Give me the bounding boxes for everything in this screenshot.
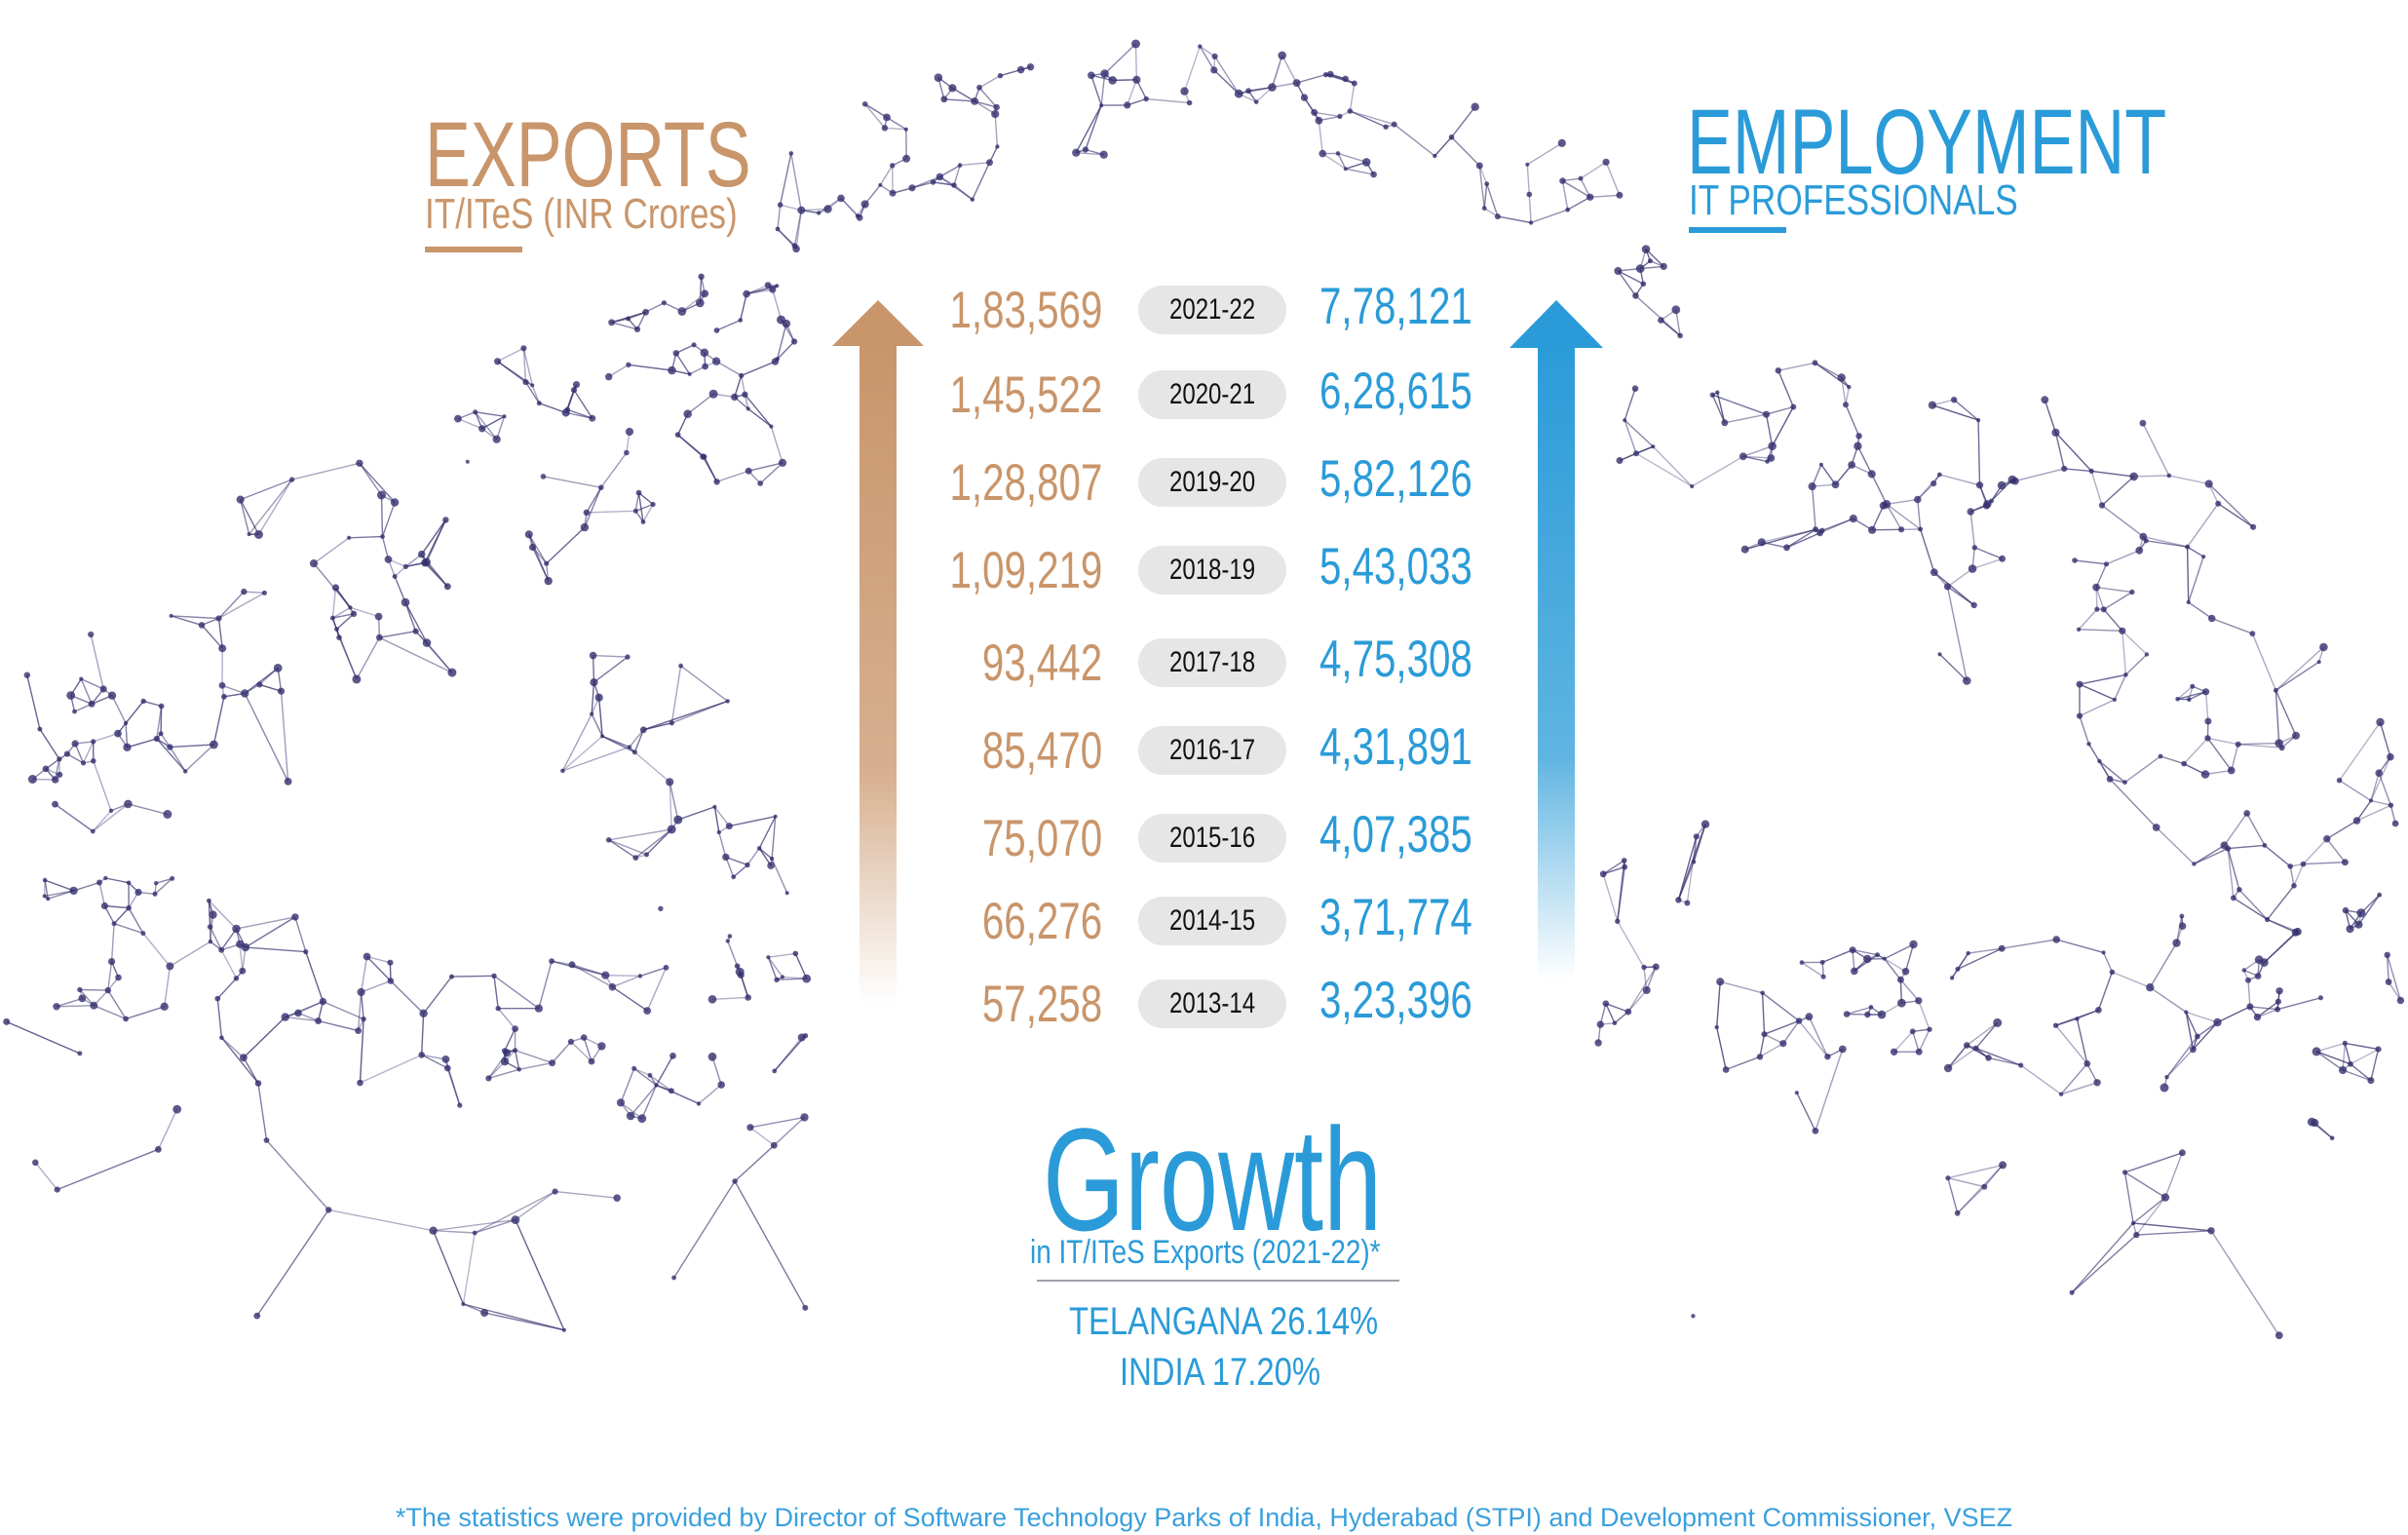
growth-subtitle: in IT/ITeS Exports (2021-22)* <box>1030 1234 1381 1271</box>
exports-value: 66,276 <box>981 893 1102 950</box>
employment-up-arrow-icon <box>1510 300 1603 979</box>
year-label: 2020-21 <box>1168 378 1256 410</box>
exports-subtitle: IT/ITeS (INR Crores) <box>425 190 738 238</box>
employment-subtitle: IT PROFESSIONALS <box>1689 176 2018 224</box>
employment-value: 5,43,033 <box>1319 538 1472 595</box>
employment-title: EMPLOYMENT <box>1687 91 2167 194</box>
exports-underline <box>425 247 522 252</box>
exports-value: 75,070 <box>981 810 1102 867</box>
year-badge: 2021-22 <box>1138 286 1286 334</box>
growth-india: INDIA 17.20% <box>1120 1351 1321 1394</box>
exports-value: 57,258 <box>981 976 1102 1033</box>
year-badge: 2015-16 <box>1138 814 1286 863</box>
year-badge: 2013-14 <box>1138 979 1286 1028</box>
year-badge: 2017-18 <box>1138 638 1286 687</box>
growth-divider <box>1037 1280 1399 1282</box>
year-label: 2016-17 <box>1168 734 1256 766</box>
year-label: 2018-19 <box>1168 554 1256 586</box>
employment-value: 4,07,385 <box>1319 806 1472 863</box>
year-label: 2021-22 <box>1168 293 1256 326</box>
exports-value: 93,442 <box>981 634 1102 692</box>
exports-value: 1,45,522 <box>949 366 1102 424</box>
growth-title: Growth <box>1043 1097 1383 1261</box>
exports-value: 1,28,807 <box>949 454 1102 512</box>
year-badge: 2020-21 <box>1138 370 1286 419</box>
year-badge: 2014-15 <box>1138 897 1286 945</box>
year-label: 2015-16 <box>1168 822 1256 854</box>
exports-value: 1,09,219 <box>949 542 1102 599</box>
year-badge: 2016-17 <box>1138 726 1286 775</box>
year-badge: 2018-19 <box>1138 546 1286 595</box>
exports-title: EXPORTS <box>425 103 751 207</box>
employment-value: 5,82,126 <box>1319 450 1472 508</box>
exports-value: 85,470 <box>981 722 1102 780</box>
year-label: 2013-14 <box>1168 987 1256 1019</box>
employment-value: 7,78,121 <box>1319 278 1472 335</box>
mesh-dots <box>3 39 2405 1340</box>
footnote: *The statistics were provided by Directo… <box>395 1503 2013 1532</box>
employment-value: 4,31,891 <box>1319 718 1472 776</box>
employment-underline <box>1689 227 1786 233</box>
exports-value: 1,83,569 <box>949 282 1102 339</box>
employment-value: 3,23,396 <box>1319 972 1472 1029</box>
year-label: 2014-15 <box>1168 904 1256 937</box>
growth-telangana: TELANGANA 26.14% <box>1069 1300 1379 1343</box>
year-label: 2017-18 <box>1168 646 1256 678</box>
employment-value: 4,75,308 <box>1319 631 1472 688</box>
employment-value: 6,28,615 <box>1319 363 1472 420</box>
employment-value: 3,71,774 <box>1319 889 1472 946</box>
exports-up-arrow-icon <box>832 300 924 1004</box>
year-label: 2019-20 <box>1168 466 1256 498</box>
year-badge: 2019-20 <box>1138 458 1286 507</box>
